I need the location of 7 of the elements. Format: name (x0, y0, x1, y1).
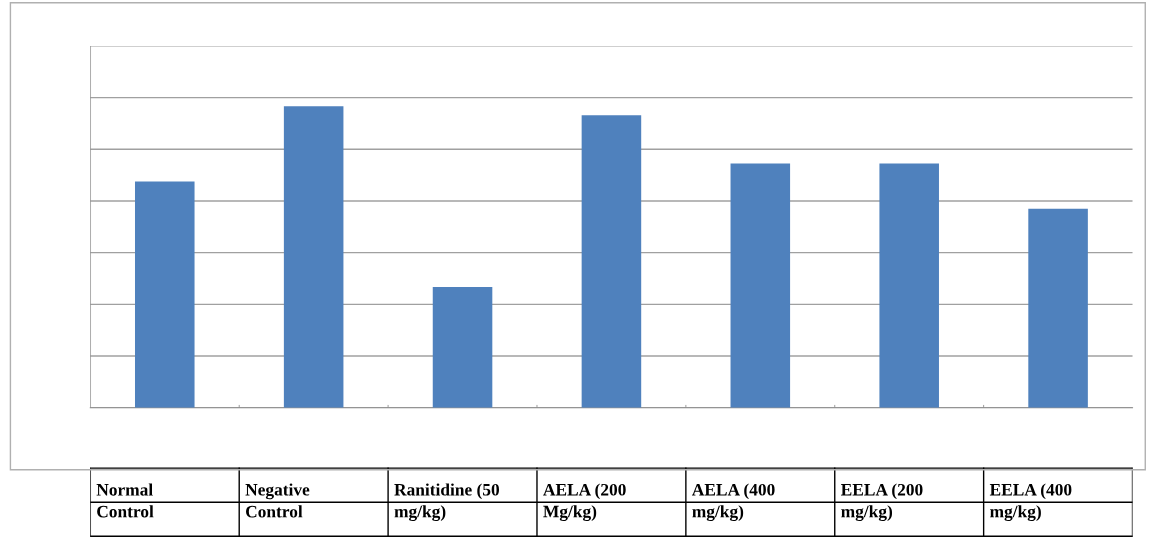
x-tick-label: AELA (200 Mg/kg) (543, 483, 626, 522)
x-tick-label: Normal Control (96, 483, 154, 518)
x-tick-label: Negative Control (245, 483, 310, 518)
x-tick-label: AELA (400 mg/kg) (691, 483, 775, 522)
x-tick-label: Ranitidine (50 mg/kg) (394, 483, 500, 522)
x-tick-label: EELA (200 mg/kg) (841, 483, 923, 522)
x-tick-label: EELA (400 mg/kg) (989, 483, 1072, 522)
